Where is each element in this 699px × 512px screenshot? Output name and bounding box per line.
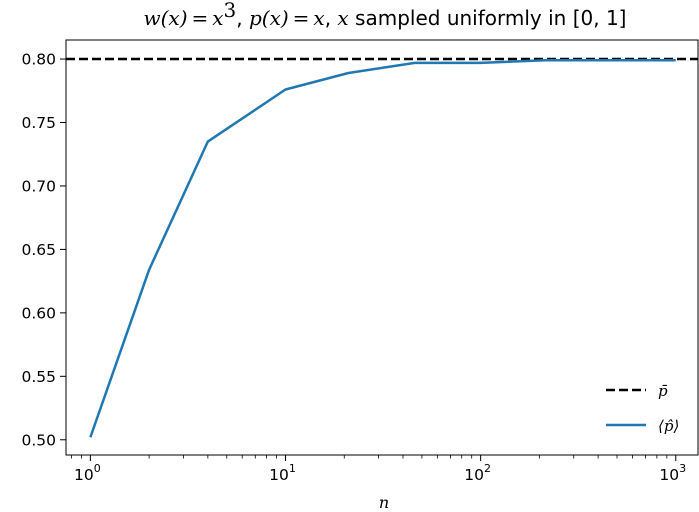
chart-title: w(x) = x3, p(x) = x, x sampled uniformly… <box>144 0 627 30</box>
title-w-part: w(x) = x <box>144 6 224 30</box>
legend: p̄ ⟨p̂⟩ <box>606 382 679 435</box>
title-p-part: p(x) = x <box>249 6 325 30</box>
title-w-exp: 3 <box>224 0 237 22</box>
legend-ref-label: p̄ <box>658 382 668 400</box>
y-tick-label: 0.70 <box>21 177 56 195</box>
y-tick-label: 0.75 <box>21 114 56 132</box>
legend-series-label: ⟨p̂⟩ <box>658 417 679 435</box>
x-tick-label: 100 <box>74 462 101 484</box>
plot-area <box>66 57 698 438</box>
title-sep1: , <box>236 6 249 30</box>
axis-ticks: 0.50 0.55 0.60 0.65 0.70 0.75 0.80 100 101 102 103 <box>21 51 686 484</box>
plot-frame <box>65 39 699 456</box>
y-tick-label: 0.50 <box>21 431 56 449</box>
y-tick-label: 0.55 <box>21 368 56 386</box>
title-rest: sampled uniformly in [0, 1] <box>349 6 627 30</box>
title-sep2: , <box>325 6 338 30</box>
y-tick-label: 0.65 <box>21 241 56 259</box>
title-x-var: x <box>337 6 348 30</box>
series-line <box>89 59 676 438</box>
y-tick-label: 0.80 <box>21 51 56 69</box>
x-tick-label: 102 <box>464 462 491 484</box>
x-tick-label: 103 <box>659 462 686 484</box>
y-tick-label: 0.60 <box>21 304 56 322</box>
x-tick-label: 101 <box>269 462 296 484</box>
x-axis-label: n <box>379 493 389 512</box>
